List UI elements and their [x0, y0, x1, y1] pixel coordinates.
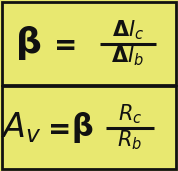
Bar	[2, 2, 176, 85]
Text: $\mathbf{\mathit{A}}_{\mathbf{\mathit{v}}}$: $\mathbf{\mathit{A}}_{\mathbf{\mathit{v}…	[1, 110, 43, 145]
Text: $\mathbf{\mathit{R}}_b$: $\mathbf{\mathit{R}}_b$	[117, 129, 143, 152]
Text: $\mathbf{\Delta} \mathbf{\mathit{I}}_b$: $\mathbf{\Delta} \mathbf{\mathit{I}}_b$	[111, 45, 145, 68]
Bar	[2, 86, 176, 169]
Text: $\mathbf{=}$: $\mathbf{=}$	[48, 30, 76, 57]
Text: $\mathbf{\beta}$: $\mathbf{\beta}$	[71, 110, 93, 145]
Text: $\mathbf{\Delta} \mathbf{\mathit{I}}_c$: $\mathbf{\Delta} \mathbf{\mathit{I}}_c$	[112, 19, 144, 42]
Text: $\mathbf{\beta}$: $\mathbf{\beta}$	[15, 24, 41, 62]
Text: $\mathbf{=}$: $\mathbf{=}$	[42, 114, 70, 141]
Text: $\mathbf{\mathit{R}}_c$: $\mathbf{\mathit{R}}_c$	[118, 103, 142, 126]
